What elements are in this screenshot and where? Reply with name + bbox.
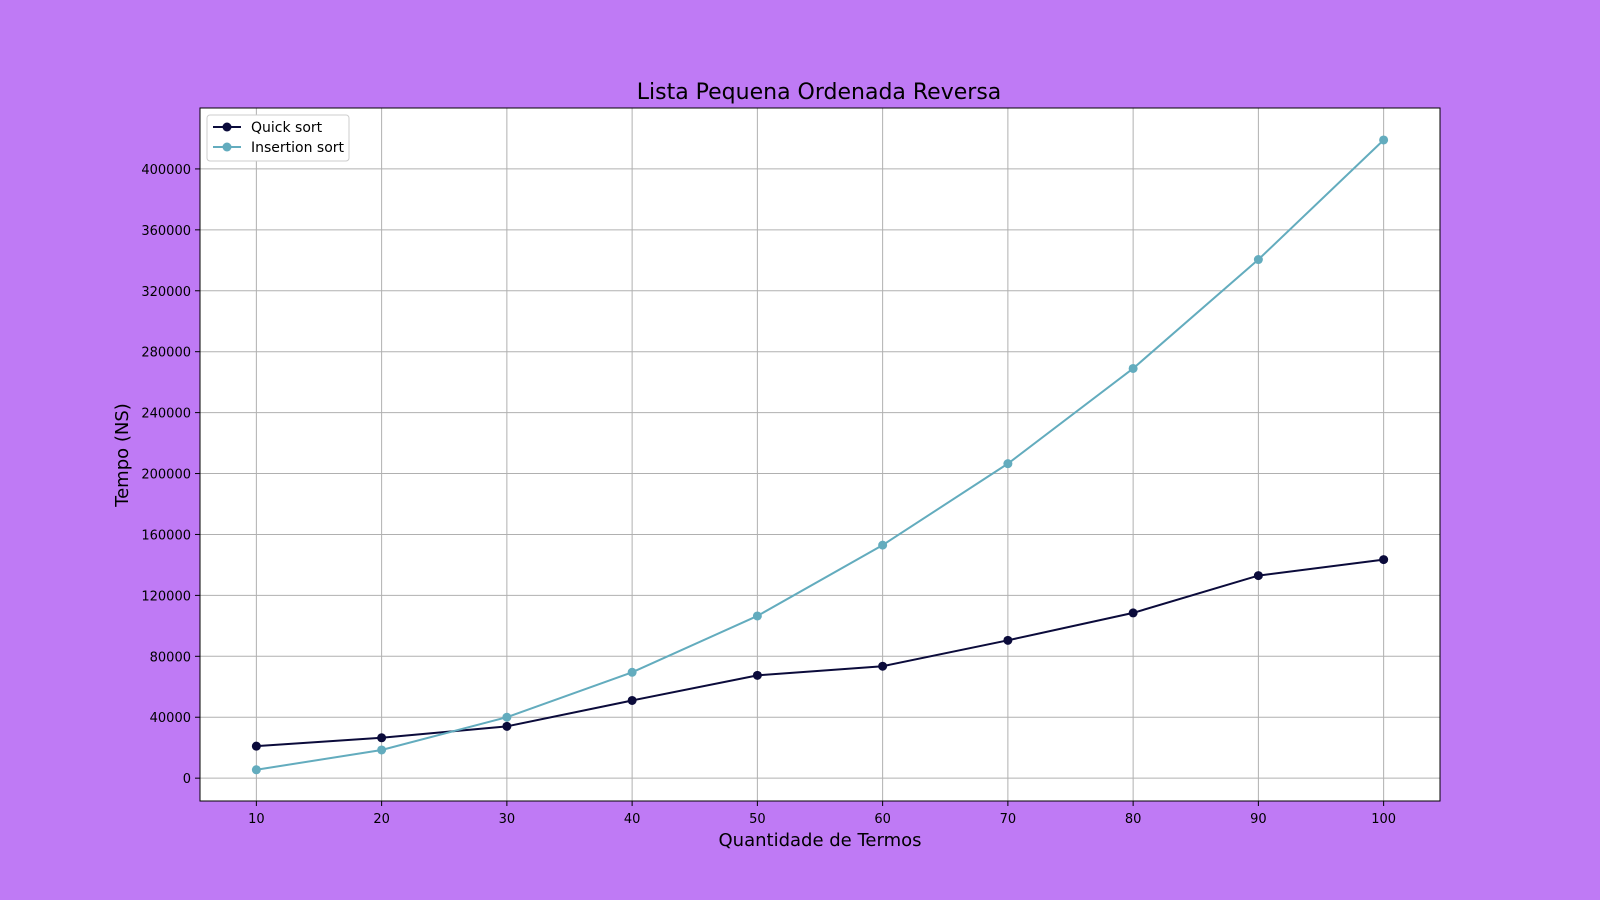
series-line — [256, 558, 1384, 748]
series-line — [256, 139, 1385, 771]
ticks: 10 20 30 40 50 60 70 80 90 100 0 40000 80000 120000 16… — [141, 163, 1396, 827]
data-point — [502, 721, 512, 731]
y-tick-label: 160000 — [141, 528, 191, 543]
series-group — [251, 135, 1389, 775]
legend: Quick sort Insertion sort — [206, 114, 350, 162]
x-tick-label: 50 — [749, 812, 766, 827]
x-tick-label: 80 — [1125, 812, 1142, 827]
x-axis-label: Quantidade de Termos — [719, 830, 922, 851]
x-tick-label: 100 — [1371, 812, 1396, 827]
data-point — [878, 540, 888, 550]
x-tick-label: 90 — [1250, 812, 1267, 827]
x-tick-label: 60 — [874, 812, 891, 827]
y-tick-label: 320000 — [141, 285, 191, 300]
y-tick-label: 240000 — [141, 407, 191, 422]
series-quick-sort — [251, 555, 1389, 751]
legend-label: Quick sort — [251, 120, 323, 136]
data-point — [1379, 555, 1389, 565]
data-point — [1379, 135, 1389, 145]
series-insertion-sort — [251, 135, 1389, 775]
data-point — [1003, 635, 1013, 645]
y-tick-label: 200000 — [141, 468, 191, 483]
data-point — [627, 667, 637, 677]
data-point — [627, 695, 637, 705]
y-tick-label: 80000 — [150, 650, 191, 665]
x-tick-label: 40 — [624, 812, 641, 827]
plot-area — [200, 108, 1440, 801]
data-point — [251, 765, 261, 775]
legend-marker — [222, 122, 232, 132]
data-point — [752, 611, 762, 621]
y-tick-label: 120000 — [141, 589, 191, 604]
legend-box — [206, 114, 350, 162]
x-tick-label: 70 — [1000, 812, 1017, 827]
plot-frame — [199, 107, 1441, 802]
legend-marker — [222, 142, 232, 152]
data-point — [752, 670, 762, 680]
y-axis-label: Tempo (NS) — [112, 403, 133, 508]
chart-title: Lista Pequena Ordenada Reversa — [637, 80, 1002, 105]
data-point — [878, 661, 888, 671]
x-tick-label: 20 — [373, 812, 390, 827]
y-tick-label: 280000 — [141, 346, 191, 361]
data-point — [251, 741, 261, 751]
data-point — [1253, 255, 1263, 265]
y-tick-label: 360000 — [141, 224, 191, 239]
data-point — [377, 733, 387, 743]
y-tick-label: 40000 — [150, 711, 191, 726]
data-point — [1128, 363, 1138, 373]
data-point — [1128, 608, 1138, 618]
data-point — [502, 712, 512, 722]
grid — [200, 108, 1440, 801]
y-tick-label: 400000 — [141, 163, 191, 178]
y-tick-label: 0 — [183, 772, 191, 787]
data-point — [377, 745, 387, 755]
data-point — [1003, 459, 1013, 469]
legend-label: Insertion sort — [251, 140, 345, 156]
x-tick-label: 10 — [248, 812, 265, 827]
x-tick-label: 30 — [499, 812, 516, 827]
data-point — [1253, 571, 1263, 581]
